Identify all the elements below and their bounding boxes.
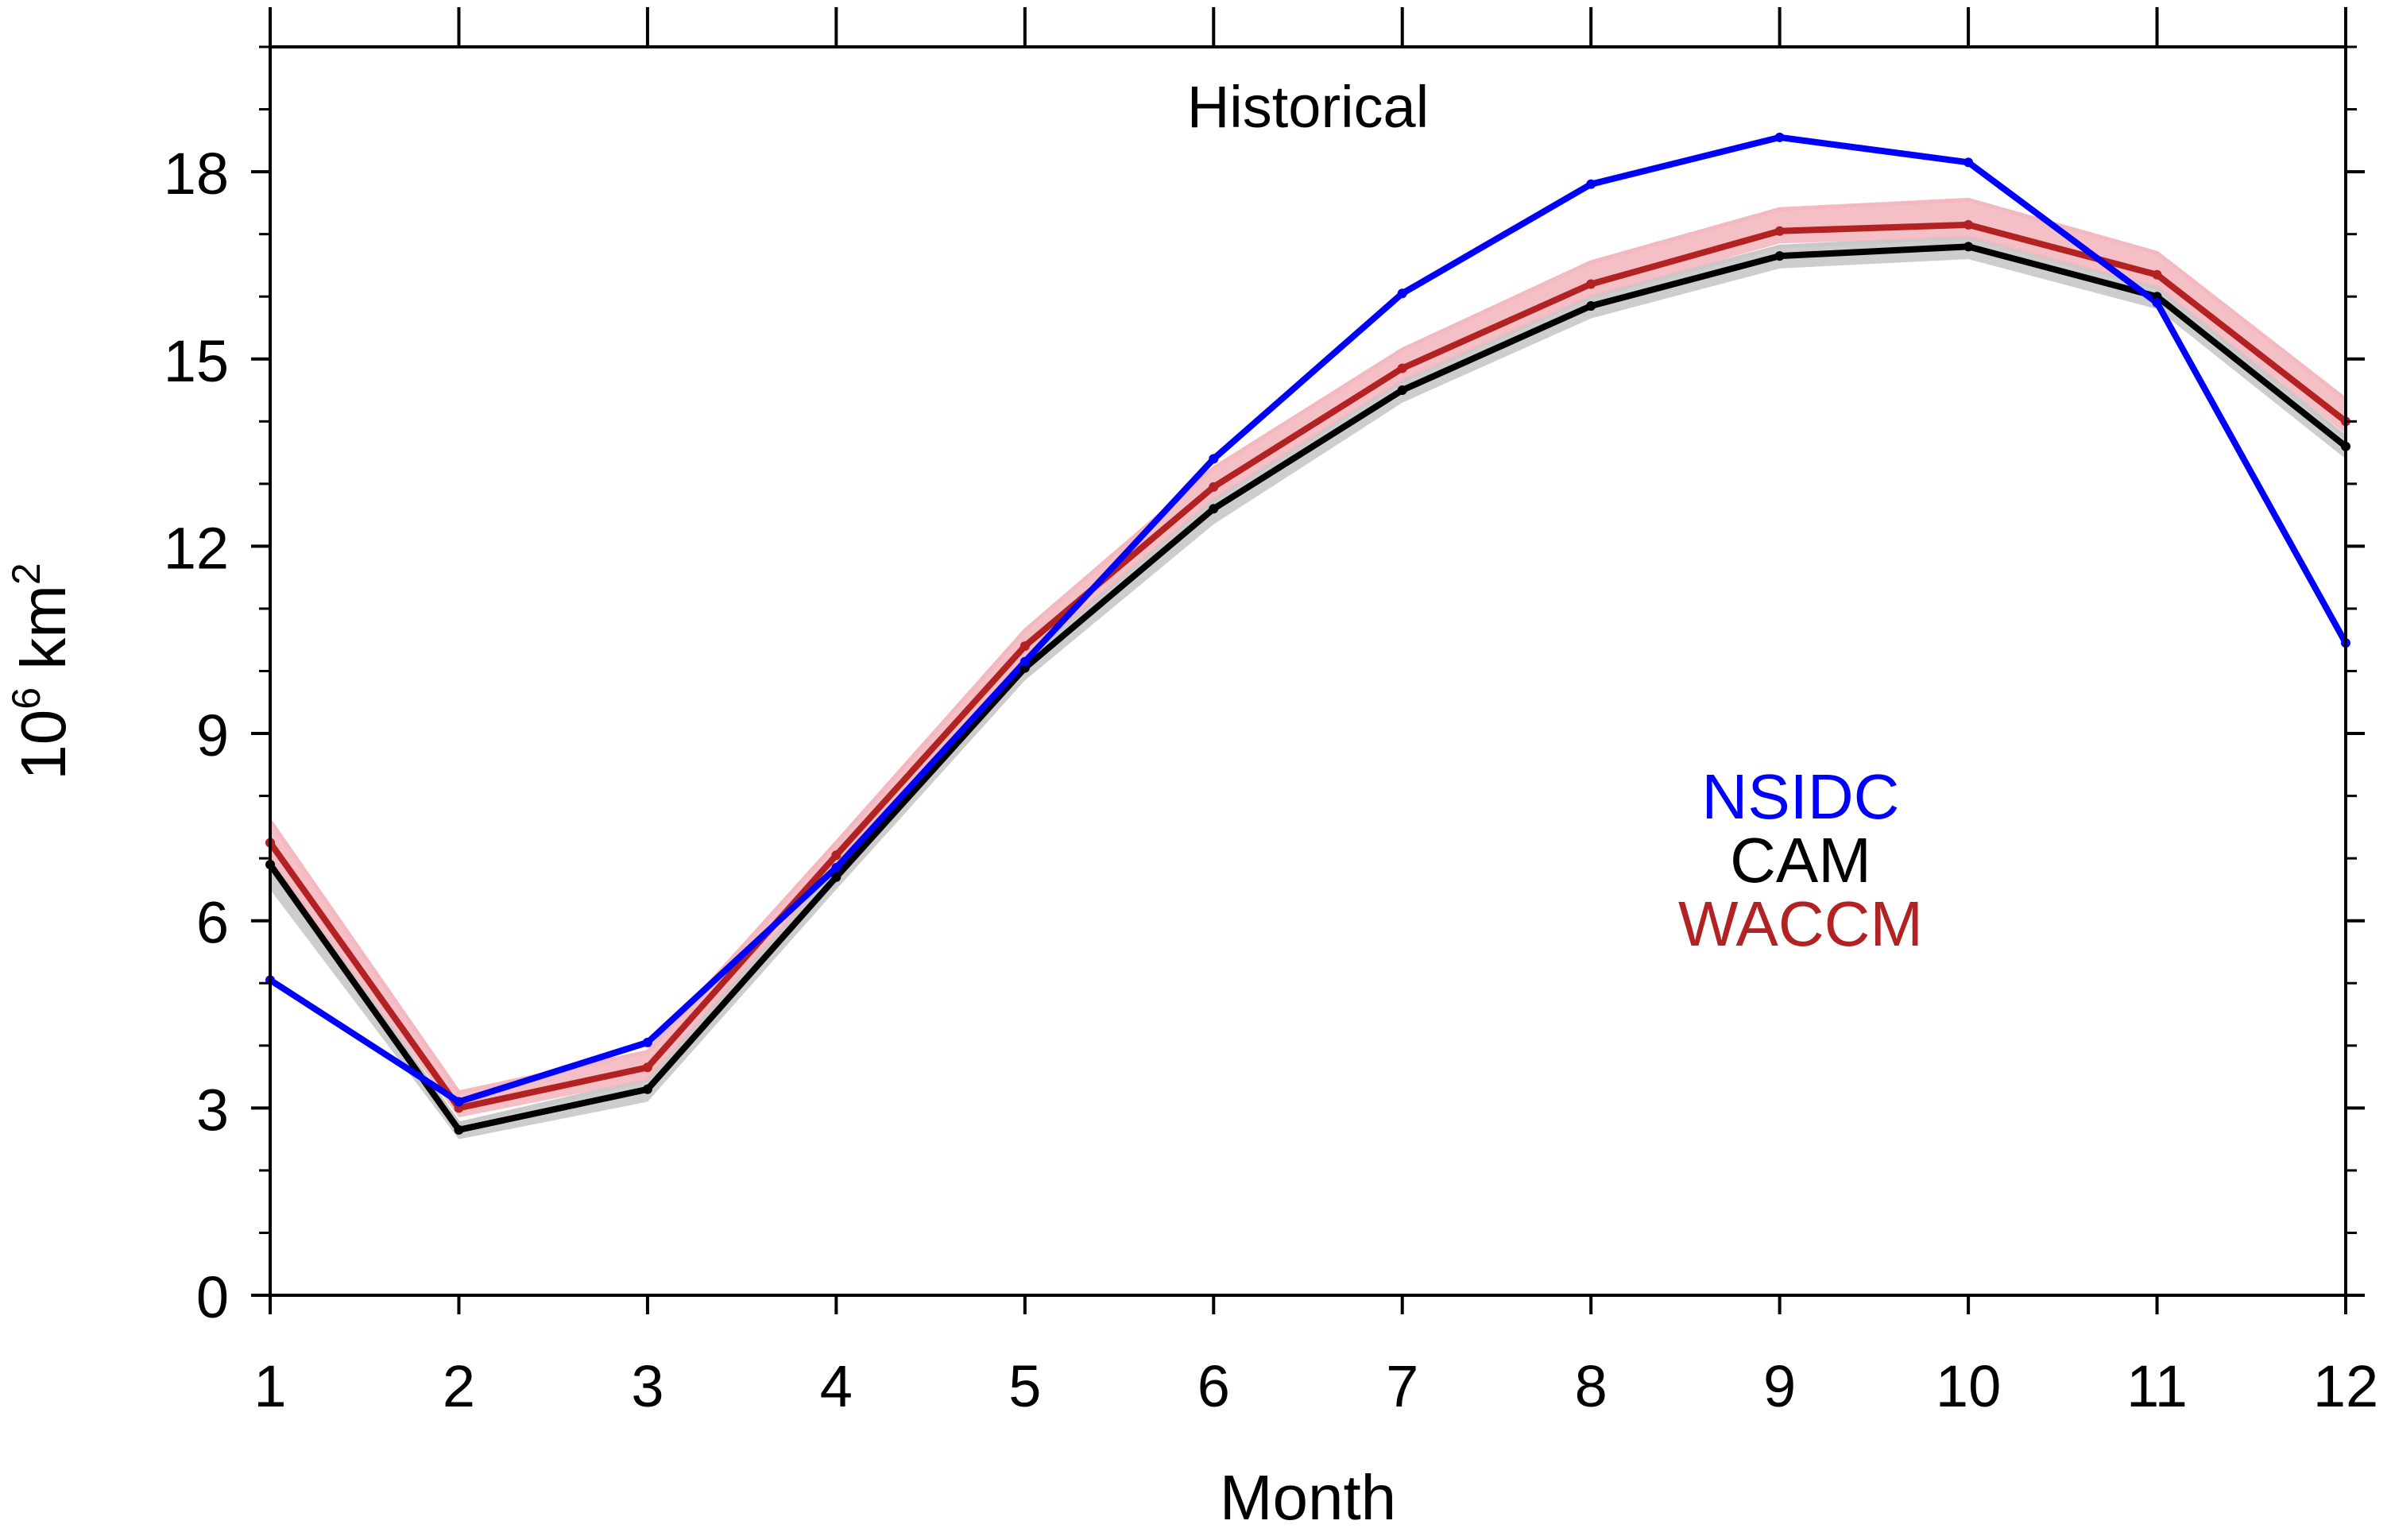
plot-frame	[269, 45, 2347, 1297]
waccm-point-10	[1963, 219, 1974, 230]
nsidc-point-9	[1774, 132, 1785, 142]
y-tick-label: 15	[164, 328, 229, 394]
cam-point-8	[1586, 300, 1596, 311]
waccm-point-4	[831, 850, 841, 861]
axis-ticks	[251, 7, 2365, 1314]
y-axis-label-unit: km	[8, 585, 79, 687]
x-tick-label: 5	[1008, 1353, 1041, 1419]
waccm-point-6	[1209, 482, 1219, 492]
y-axis-label-unit-exp: 2	[4, 563, 48, 585]
nsidc-point-10	[1963, 157, 1974, 168]
waccm-point-7	[1397, 363, 1407, 373]
legend: NSIDC CAM WACCM	[1678, 761, 1923, 959]
x-tick-label: 1	[253, 1353, 286, 1419]
chart-title: Historical	[1187, 74, 1429, 140]
cam-point-6	[1209, 504, 1219, 514]
y-tick-label: 12	[164, 515, 229, 581]
nsidc-point-2	[454, 1097, 464, 1107]
y-tick-label: 18	[164, 141, 229, 207]
cam-point-7	[1397, 385, 1407, 396]
legend-cam: CAM	[1730, 825, 1871, 896]
nsidc-point-6	[1209, 454, 1219, 464]
y-axis-label: 106 km2	[4, 563, 79, 780]
waccm-line	[267, 221, 2348, 1112]
waccm-point-5	[1019, 641, 1030, 652]
cam-point-3	[642, 1084, 652, 1094]
x-tick-label: 7	[1386, 1353, 1418, 1419]
cam-upper-edge	[268, 235, 2347, 1126]
y-tick-label: 0	[196, 1264, 229, 1330]
y-tick-label: 3	[196, 1077, 229, 1143]
y-tick-label: 9	[196, 702, 229, 768]
x-tick-label: 3	[631, 1353, 664, 1419]
waccm-upper-edge	[268, 197, 2347, 1095]
x-axis-label: Month	[1220, 1462, 1396, 1533]
nsidc-line	[268, 133, 2349, 1105]
cam-point-10	[1963, 242, 1974, 252]
x-tick-label: 2	[443, 1353, 475, 1419]
nsidc-point-5	[1019, 656, 1030, 667]
y-axis-label-base: 10	[8, 710, 79, 780]
cam-point-2	[454, 1124, 464, 1135]
waccm-point-3	[642, 1062, 652, 1073]
waccm-spread-band	[270, 199, 2346, 1118]
nsidc-point-11	[2152, 298, 2162, 308]
legend-nsidc: NSIDC	[1702, 761, 1900, 832]
x-tick-label: 11	[2126, 1353, 2188, 1419]
cam-point-4	[831, 872, 841, 882]
x-tick-label: 10	[1936, 1353, 2001, 1419]
nsidc-point-3	[642, 1037, 652, 1047]
x-tick-label: 9	[1763, 1353, 1796, 1419]
series-lines	[267, 133, 2349, 1133]
x-tick-label: 12	[2313, 1353, 2378, 1419]
waccm-point-8	[1586, 279, 1596, 289]
nsidc-point-7	[1397, 288, 1407, 299]
nsidc-point-4	[831, 862, 841, 873]
x-tick-label: 8	[1575, 1353, 1608, 1419]
legend-waccm: WACCM	[1678, 888, 1923, 959]
nsidc-point-8	[1586, 179, 1596, 189]
x-tick-label: 6	[1197, 1353, 1230, 1419]
cam-point-9	[1774, 251, 1785, 261]
x-tick-label: 4	[820, 1353, 853, 1419]
spread-bands	[268, 197, 2347, 1140]
y-axis-label-exp: 6	[4, 687, 48, 710]
series-markers	[265, 132, 2350, 1135]
y-tick-label: 6	[196, 890, 229, 956]
waccm-point-11	[2152, 269, 2162, 280]
waccm-point-9	[1774, 226, 1785, 236]
cam-line	[267, 243, 2348, 1133]
